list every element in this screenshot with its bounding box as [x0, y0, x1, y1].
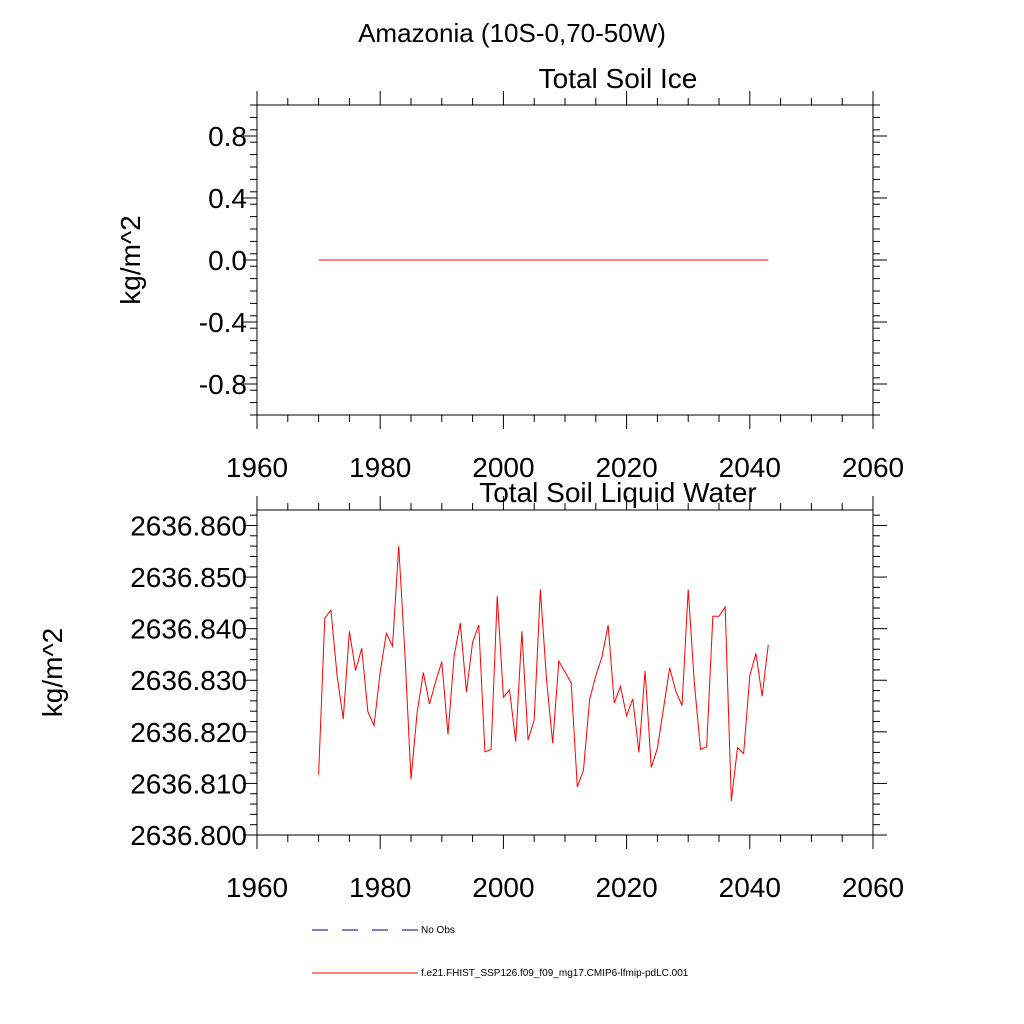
y-tick-label: 0.8	[208, 121, 247, 152]
y-tick-label: -0.8	[199, 369, 247, 400]
x-tick-label: 2020	[595, 452, 657, 483]
panel-total-soil-liquid-water: Total Soil Liquid Water kg/m^2 1960 1980 200…	[37, 477, 904, 903]
y-axis-label: kg/m^2	[115, 215, 146, 304]
legend-no-obs-label: No Obs	[421, 925, 455, 936]
y-tick-label: 2636.810	[130, 768, 247, 799]
chart-title: Total Soil Liquid Water	[479, 477, 757, 508]
legend-model-run-label: f.e21.FHIST_SSP126.f09_f09_mg17.CMIP6-lf…	[421, 968, 689, 979]
y-tick-label: 2636.820	[130, 717, 247, 748]
panel-total-soil-ice: Total Soil Ice kg/m^2 1960 1980 2000 2020 2040…	[115, 63, 904, 483]
y-tick-label: 2636.840	[130, 614, 247, 645]
y-tick-label: 2636.800	[130, 820, 247, 851]
x-tick-label: 2060	[842, 452, 904, 483]
legend: No Obs f.e21.FHIST_SSP126.f09_f09_mg17.C…	[312, 925, 689, 979]
x-tick-label: 2060	[842, 872, 904, 903]
x-tick-label: 2040	[719, 452, 781, 483]
series-line	[318, 546, 769, 802]
x-tick-label: 1980	[349, 872, 411, 903]
y-tick-label: 2636.830	[130, 665, 247, 696]
y-tick-label: 0.4	[208, 183, 247, 214]
y-tick-label: 0.0	[208, 245, 247, 276]
x-tick-label: 1980	[349, 452, 411, 483]
y-axis-label: kg/m^2	[37, 628, 68, 717]
x-tick-label: 2000	[472, 872, 534, 903]
y-tick-label: 2636.860	[130, 510, 247, 541]
y-tick-label: -0.4	[199, 307, 247, 338]
x-tick-label: 1960	[226, 452, 288, 483]
x-tick-label: 2020	[595, 872, 657, 903]
chart-title: Total Soil Ice	[539, 63, 698, 94]
x-tick-label: 2040	[719, 872, 781, 903]
x-tick-label: 2000	[472, 452, 534, 483]
x-tick-label: 1960	[226, 872, 288, 903]
y-tick-label: 2636.850	[130, 562, 247, 593]
figure-main-title: Amazonia (10S-0,70-50W)	[358, 18, 666, 48]
